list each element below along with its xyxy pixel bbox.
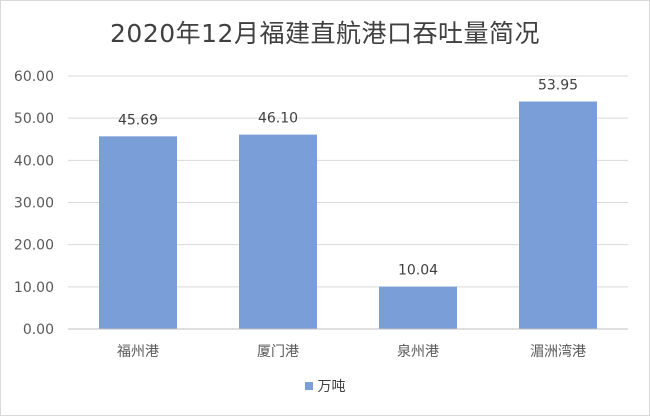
data-label: 45.69 [118,112,158,128]
data-label: 53.95 [538,78,578,94]
y-tick-label: 60.00 [14,69,54,85]
data-label: 46.10 [258,111,298,127]
bar [379,286,457,329]
bar [99,136,177,329]
bar [239,134,317,329]
legend: 万吨 [0,376,650,396]
chart-title: 2020年12月福建直航港口吞吐量简况 [110,19,540,48]
data-label: 10.04 [398,263,438,279]
legend-swatch [304,382,313,390]
x-tick-label: 福州港 [117,344,159,360]
x-tick-label: 泉州港 [397,343,439,360]
y-tick-label: 30.00 [14,196,54,212]
y-tick-label: 10.00 [14,280,54,296]
legend-label: 万吨 [317,379,346,395]
y-tick-label: 20.00 [14,238,54,254]
y-tick-label: 40.00 [14,153,54,169]
x-tick-label: 厦门港 [257,344,299,360]
bar [519,101,597,329]
y-tick-label: 50.00 [14,111,54,127]
y-tick-label: 0.00 [23,322,54,338]
x-tick-label: 湄洲湾港 [530,343,586,360]
